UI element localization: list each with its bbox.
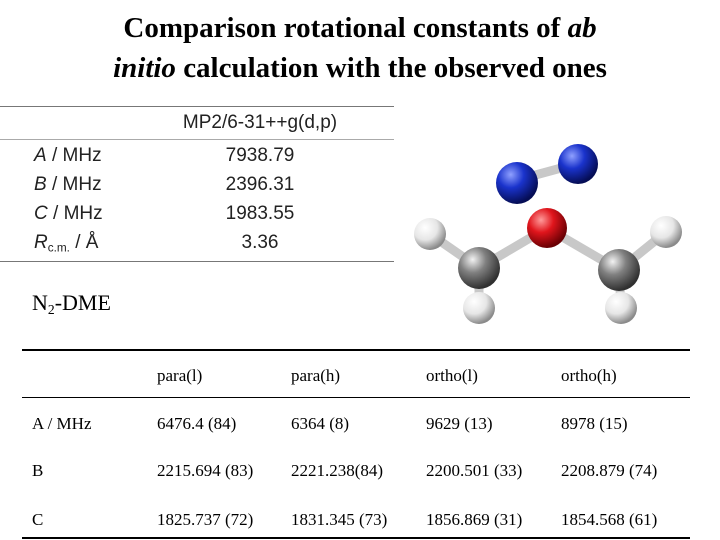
species-subscript: 2 — [47, 302, 55, 318]
obs-cell: 1825.737 (72) — [157, 510, 254, 529]
calc-unit: / MHz — [46, 174, 102, 195]
obs-header-ortho-l: ortho(l) — [426, 366, 478, 385]
obs-cell: 9629 (13) — [426, 414, 493, 433]
calc-value: 2396.31 — [225, 174, 295, 195]
calc-table-header-rule — [0, 139, 394, 140]
hydrogen-atom — [605, 292, 637, 324]
calc-symbol: C — [34, 203, 48, 224]
obs-cell: 6476.4 (84) — [157, 414, 237, 433]
calc-subscript: c.m. — [47, 241, 70, 255]
calc-row-c: C / MHz 1983.55 — [0, 203, 396, 232]
calc-row-a: A / MHz 7938.79 — [0, 145, 396, 174]
calc-row-b: B / MHz 2396.31 — [0, 174, 396, 203]
calc-row-label: A / MHz — [34, 145, 102, 167]
calc-symbol: B — [34, 174, 47, 195]
obs-table-bottom-rule — [22, 537, 690, 539]
obs-row-label-b: B — [32, 461, 44, 480]
carbon-atom — [598, 249, 640, 291]
calc-unit: / Å — [69, 232, 99, 253]
obs-cell: 2221.238(84) — [291, 461, 384, 480]
obs-cell: 1831.345 (73) — [291, 510, 388, 529]
obs-cell: 8978 (15) — [561, 414, 628, 433]
oxygen-atom — [527, 208, 567, 248]
calc-row-label: B / MHz — [34, 174, 102, 196]
hydrogen-atom — [463, 292, 495, 324]
calc-table-top-rule — [0, 106, 394, 107]
obs-cell: 2215.694 (83) — [157, 461, 254, 480]
obs-header-ortho-h: ortho(h) — [561, 366, 617, 385]
calc-row-label: C / MHz — [34, 203, 103, 225]
calc-value: 7938.79 — [225, 145, 295, 166]
calc-value: 1983.55 — [225, 203, 295, 224]
obs-cell: 1856.869 (31) — [426, 510, 523, 529]
hydrogen-atom — [650, 216, 682, 248]
species-base: N — [32, 290, 48, 315]
nitrogen-atom — [558, 144, 598, 184]
calc-symbol: A — [34, 145, 47, 166]
calc-unit: / MHz — [47, 203, 103, 224]
molecule-model — [414, 144, 682, 324]
obs-table-header-rule — [22, 397, 690, 398]
calc-table-bottom-rule — [0, 261, 394, 262]
title-line2-italic: initio — [113, 52, 176, 84]
obs-row-label-c: C — [32, 510, 44, 529]
calc-row-rcm: Rc.m. / Å 3.36 — [0, 232, 396, 261]
obs-cell: 6364 (8) — [291, 414, 350, 433]
obs-cell: 2208.879 (74) — [561, 461, 658, 480]
obs-row-label-a: A / MHz — [32, 414, 92, 433]
slide-title: Comparison rotational constants of ab in… — [0, 8, 720, 88]
title-line1-italic: ab — [567, 12, 597, 44]
obs-cell: 1854.568 (61) — [561, 510, 658, 529]
carbon-atom — [458, 247, 500, 289]
species-label: N2-DME — [32, 290, 111, 318]
calc-method-header: MP2/6-31++g(d,p) — [182, 112, 338, 133]
calc-unit: / MHz — [46, 145, 102, 166]
obs-header-para-l: para(l) — [157, 366, 203, 385]
nitrogen-atom — [496, 162, 538, 204]
obs-header-para-h: para(h) — [291, 366, 341, 385]
obs-table-top-rule — [22, 349, 690, 351]
hydrogen-atom — [414, 218, 446, 250]
title-line2-plain: calculation with the observed ones — [175, 52, 607, 84]
obs-cell: 2200.501 (33) — [426, 461, 523, 480]
species-rest: -DME — [54, 290, 111, 315]
title-line1-plain: Comparison rotational constants of — [123, 12, 568, 44]
calc-symbol: R — [34, 232, 48, 253]
calc-row-label: Rc.m. / Å — [34, 232, 98, 255]
calc-value: 3.36 — [241, 232, 279, 253]
